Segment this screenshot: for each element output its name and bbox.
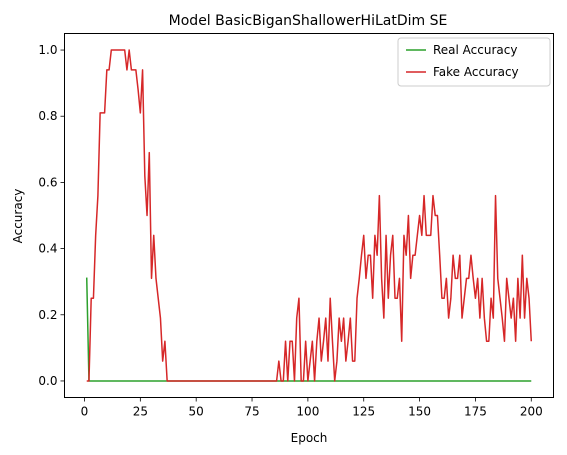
x-tick-label: 175 [464,405,487,419]
legend-box [397,37,551,87]
x-tick-label: 75 [244,405,259,419]
axes-frame [64,33,554,398]
x-tick-label: 50 [189,405,204,419]
series-layer [85,49,533,382]
y-tick-label: 0.6 [38,175,57,189]
y-tick-label: 0.4 [38,242,57,256]
x-tick-label: 200 [520,405,543,419]
y-axis-label: Accuracy [11,189,25,244]
x-tick-label: 25 [133,405,148,419]
y-tick-label: 1.0 [38,43,57,57]
y-tick-label: 0.2 [38,308,57,322]
legend-label-fake-accuracy: Fake Accuracy [433,65,519,79]
series-line-fake-accuracy [86,49,533,382]
y-tick-label: 0.8 [38,109,57,123]
y-tick-label: 0.0 [38,374,57,388]
x-tick-label: 125 [352,405,375,419]
legend-label-real-accuracy: Real Accuracy [433,43,517,57]
x-tick-label: 100 [296,405,319,419]
chart-title: Model BasicBiganShallowerHiLatDim SE [169,13,448,29]
x-axis-label: Epoch [291,431,328,445]
legend: Real Accuracy Fake Accuracy [397,37,551,87]
x-tick-label: 150 [408,405,431,419]
axes-ticks: 0 25 50 75 100 125 150 175 200 0.0 0.2 0.4 0.6 0.8 1.0 [38,43,542,418]
x-tick-label: 0 [81,405,89,419]
